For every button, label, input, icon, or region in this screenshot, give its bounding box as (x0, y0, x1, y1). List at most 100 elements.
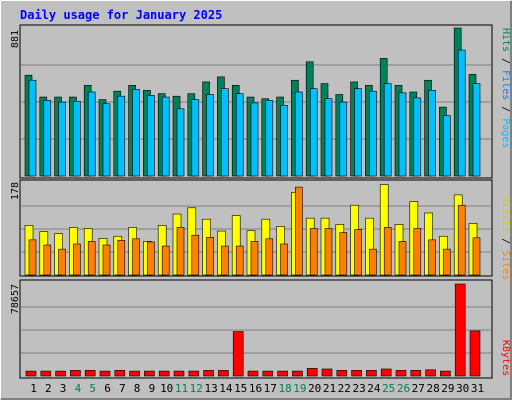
bars (24, 27, 481, 377)
files-bar (324, 98, 333, 177)
files-bar (413, 97, 422, 177)
day-label: 24 (367, 382, 381, 395)
legend-sites: Sites (500, 250, 511, 280)
kbytes-bar (306, 368, 318, 377)
day-label: 10 (160, 382, 173, 395)
day-label: 31 (471, 382, 484, 395)
sites-bar (28, 239, 37, 276)
sites-bar (132, 238, 140, 276)
sites-bar (221, 245, 229, 276)
legend-files: Files (500, 70, 511, 100)
files-bar (309, 88, 318, 177)
kbytes-bar (410, 370, 422, 377)
kbytes-bar (292, 370, 303, 377)
ymax-kbytes-label: 78657 (10, 284, 21, 314)
day-label: 1 (30, 382, 37, 395)
sites-bar (369, 248, 377, 276)
day-label: 20 (308, 382, 321, 395)
sites-bar (354, 229, 362, 276)
files-bar (472, 83, 481, 177)
files-bar (457, 49, 466, 177)
sites-bar (176, 227, 185, 276)
files-bar (43, 100, 52, 177)
kbytes-bar (395, 370, 407, 377)
day-label: 9 (149, 382, 156, 395)
day-label: 2 (45, 382, 52, 395)
day-label: 12 (190, 382, 203, 395)
chart-title: Daily usage for January 2025 (20, 8, 222, 22)
sites-bar (295, 186, 303, 276)
kbytes-bar (114, 370, 126, 377)
day-labels: 1 2 3 4 5 6 7 8 9 10 11 12 13 14 15 16 17 18 19 20 21 22 23 24 2… (30, 382, 484, 395)
sites-bar (324, 228, 333, 276)
day-label: 27 (412, 382, 425, 395)
day-label: 19 (293, 382, 306, 395)
sites-bar (87, 241, 96, 276)
legend-kbytes: KBytes (500, 340, 511, 376)
kbytes-bar (247, 370, 259, 377)
files-bar (250, 102, 259, 177)
day-label: 29 (441, 382, 454, 395)
files-bar (221, 88, 229, 177)
sites-bar (457, 204, 466, 276)
kbytes-bar (469, 330, 481, 377)
day-label: 28 (426, 382, 439, 395)
files-bar (147, 95, 155, 177)
panel-kbytes (19, 279, 493, 379)
files-bar (235, 93, 244, 177)
files-bar (383, 83, 392, 177)
kbytes-bar (440, 370, 451, 377)
files-bar (28, 79, 37, 177)
sites-bar (191, 234, 200, 276)
files-bar (191, 99, 200, 177)
kbytes-bar (99, 370, 111, 377)
day-label: 5 (89, 382, 96, 395)
kbytes-bar (336, 370, 348, 377)
kbytes-bar (129, 370, 140, 377)
files-bar (443, 115, 451, 177)
day-label: 13 (204, 382, 217, 395)
files-bar (161, 96, 170, 177)
files-bar (73, 100, 81, 177)
day-label: 26 (397, 382, 410, 395)
kbytes-bar (40, 370, 52, 377)
files-bar (117, 95, 126, 177)
sites-bar (472, 237, 481, 276)
files-bar (280, 105, 288, 177)
kbytes-bar (70, 370, 81, 377)
kbytes-bar (203, 370, 214, 377)
sites-bar (147, 241, 155, 276)
sites-bar (102, 244, 111, 276)
sites-bar (339, 232, 348, 276)
day-label: 30 (456, 382, 469, 395)
day-label: 8 (134, 382, 141, 395)
kbytes-bar (321, 368, 333, 377)
sites-bar (161, 245, 170, 276)
day-label: 11 (175, 382, 188, 395)
kbytes-bar (173, 370, 185, 377)
kbytes-bar (425, 369, 436, 377)
files-bar (339, 101, 348, 177)
sites-bar (250, 241, 259, 276)
day-label: 15 (234, 382, 247, 395)
sites-bar (206, 236, 214, 276)
ymax-hits-label: 881 (10, 30, 21, 48)
kbytes-bar (366, 370, 377, 377)
sites-bar (443, 248, 451, 276)
kbytes-bar (188, 370, 200, 377)
day-label: 25 (382, 382, 395, 395)
kbytes-bar (232, 331, 244, 377)
sites-bar (235, 245, 244, 276)
sites-bar (398, 241, 407, 276)
legend-separator: / (500, 100, 511, 118)
sites-bar (117, 240, 126, 276)
legend-hits: Hits (500, 28, 511, 52)
day-label: 18 (278, 382, 291, 395)
kbytes-bar (55, 370, 66, 377)
day-label: 4 (75, 382, 82, 395)
kbytes-bar (158, 370, 170, 377)
sites-bar (265, 238, 274, 276)
kbytes-bar (218, 370, 229, 377)
